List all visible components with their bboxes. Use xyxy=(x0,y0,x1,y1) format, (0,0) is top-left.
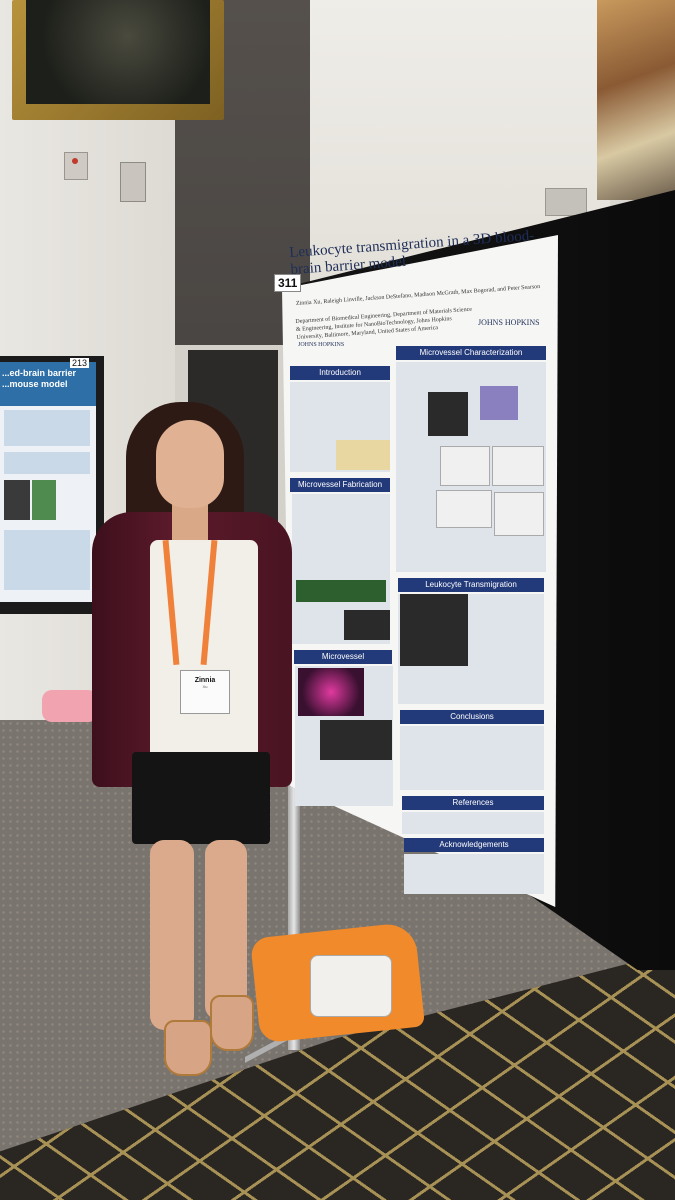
badge-surname: Xu xyxy=(202,684,208,689)
poster-number: 311 xyxy=(274,274,302,292)
fabrication-image xyxy=(296,580,386,602)
left-poster-image xyxy=(4,480,30,520)
section-acknowledgements-body xyxy=(404,854,544,894)
white-purse xyxy=(310,955,392,1017)
left-poster-title: ...ed-brain barrier ...mouse model xyxy=(2,368,77,389)
characterization-chart xyxy=(440,446,490,486)
characterization-micrograph xyxy=(428,392,468,436)
left-poster-text xyxy=(4,452,90,474)
section-conclusions-header: Conclusions xyxy=(400,710,544,724)
portrait-painting xyxy=(26,0,210,104)
section-conclusions-body xyxy=(400,726,544,790)
johns-hopkins-logo: JOHNS HOPKINS xyxy=(478,318,540,327)
section-characterization-left-header: Microvessel Characterization xyxy=(294,650,392,675)
badge-name: Zinnia xyxy=(194,677,216,684)
section-transmigration-header: Leukocyte Transmigration xyxy=(398,578,544,592)
presenter-face xyxy=(156,420,224,508)
introduction-figure xyxy=(336,440,390,470)
left-poster-chart xyxy=(4,410,90,446)
section-references-header: References xyxy=(402,796,544,810)
characterization-chart xyxy=(494,492,544,536)
characterization-diagram xyxy=(480,386,518,420)
left-poster-image xyxy=(32,480,56,520)
wall-vent xyxy=(545,188,587,216)
characterization-image xyxy=(320,720,392,760)
transmigration-micrograph xyxy=(400,594,468,666)
left-poster-number: 213 xyxy=(70,358,90,368)
presenter-skirt xyxy=(132,752,270,844)
sandal-left xyxy=(164,1020,212,1076)
name-badge: Zinnia Xu xyxy=(180,670,230,714)
fabrication-image xyxy=(344,610,390,640)
abstract-painting xyxy=(597,0,675,200)
section-acknowledgements-header: Acknowledgements xyxy=(404,838,544,852)
left-poster-header xyxy=(0,362,96,406)
sandal-right xyxy=(210,995,254,1051)
section-fabrication-header: Microvessel Fabrication xyxy=(290,478,390,492)
characterization-chart xyxy=(492,446,544,486)
section-references-body xyxy=(402,812,544,834)
characterization-image xyxy=(298,668,364,716)
section-introduction-header: Introduction xyxy=(290,366,390,380)
presenter-leg-right xyxy=(205,840,247,1020)
characterization-chart xyxy=(436,490,492,528)
left-poster-chart xyxy=(4,530,90,590)
wall-switch xyxy=(64,152,88,180)
switch-indicator xyxy=(72,158,78,164)
johns-hopkins-logo-left: JOHNS HOPKINS xyxy=(298,342,345,348)
presenter-leg-left xyxy=(150,840,194,1030)
section-characterization-right-header: Microvessel Characterization xyxy=(396,346,546,360)
pink-bag xyxy=(42,690,98,722)
wall-speaker xyxy=(120,162,146,202)
